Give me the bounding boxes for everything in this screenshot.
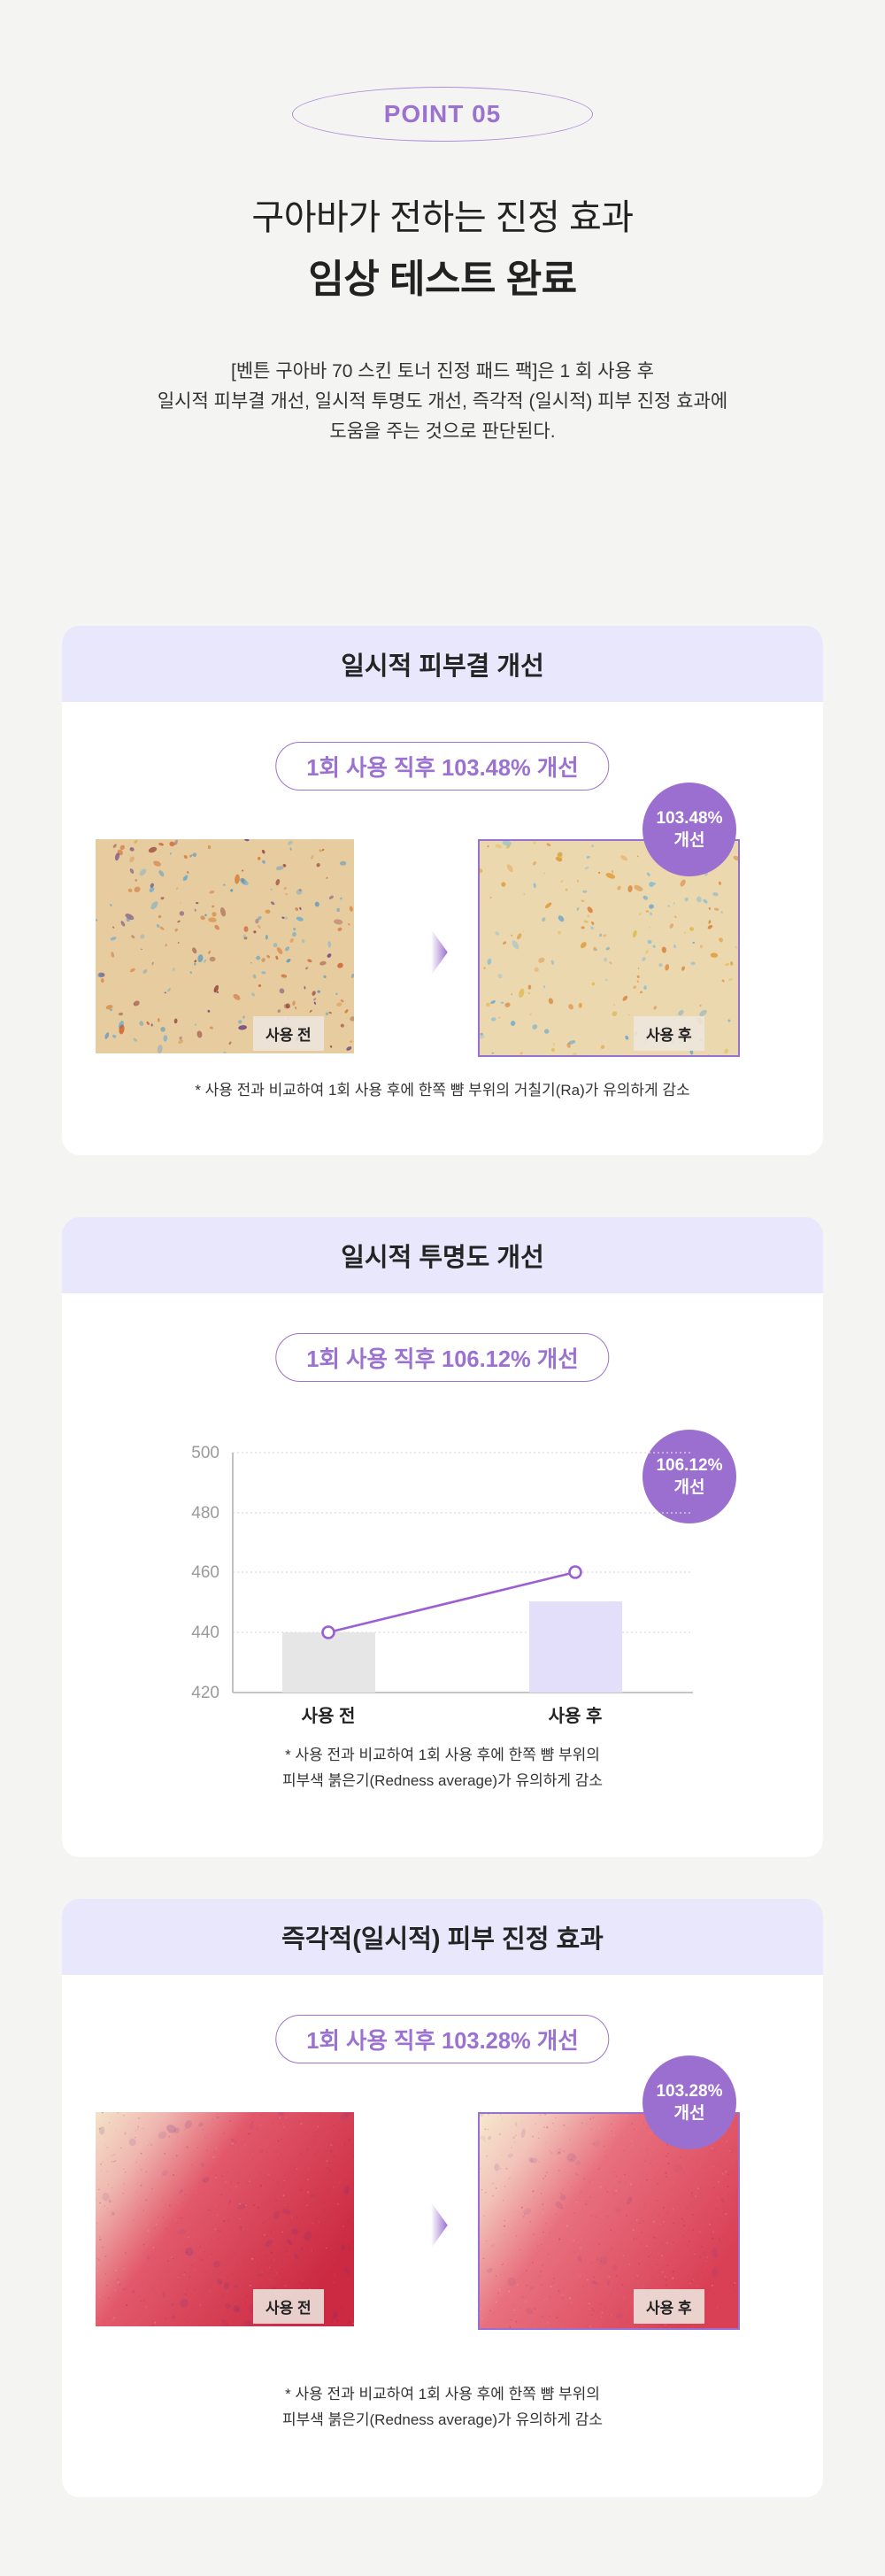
svg-text:460: 460 — [191, 1563, 219, 1582]
svg-text:사용 전: 사용 전 — [302, 1706, 356, 1726]
svg-text:사용 후: 사용 후 — [549, 1706, 603, 1726]
svg-text:480: 480 — [191, 1504, 219, 1523]
svg-text:420: 420 — [191, 1684, 219, 1702]
svg-text:500: 500 — [191, 1444, 219, 1462]
svg-text:440: 440 — [191, 1623, 219, 1642]
